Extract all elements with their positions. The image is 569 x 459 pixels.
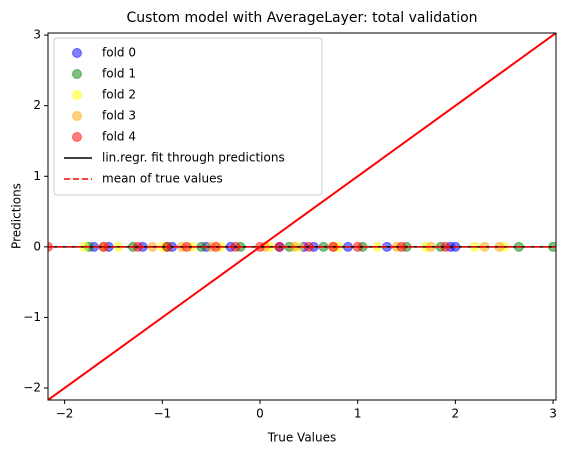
- legend-label: mean of true values: [102, 172, 223, 186]
- legend-label: lin.regr. fit through predictions: [102, 151, 285, 165]
- legend-label: fold 0: [102, 46, 136, 60]
- legend-marker: [72, 132, 82, 142]
- x-tick-label: 0: [256, 407, 264, 421]
- x-tick-label: 1: [354, 407, 362, 421]
- legend-marker: [72, 69, 82, 79]
- legend-marker: [72, 48, 82, 58]
- legend-marker: [72, 90, 82, 100]
- y-tick-label: 1: [33, 169, 41, 183]
- y-tick-label: −2: [23, 381, 41, 395]
- legend-label: fold 2: [102, 88, 136, 102]
- plot-area: [48, 33, 556, 400]
- x-tick-label: 3: [549, 407, 557, 421]
- plot-frame: [47, 32, 557, 401]
- legend-label: fold 3: [102, 109, 136, 123]
- identity-line: [48, 33, 556, 400]
- x-tick-label: 2: [452, 407, 460, 421]
- y-tick-label: −1: [23, 310, 41, 324]
- y-tick-label: 0: [33, 239, 41, 253]
- x-tick-label: −1: [153, 407, 171, 421]
- chart-title: Custom model with AverageLayer: total va…: [126, 10, 477, 26]
- y-axis-label: Predictions: [10, 183, 24, 249]
- legend-label: fold 1: [102, 67, 136, 81]
- x-tick-label: −2: [56, 407, 74, 421]
- y-tick-label: 2: [33, 98, 41, 112]
- legend-marker: [72, 111, 82, 121]
- legend-box: [53, 37, 323, 196]
- x-axis-label: True Values: [267, 431, 337, 445]
- y-tick-label: 3: [33, 28, 41, 42]
- legend-label: fold 4: [102, 130, 136, 144]
